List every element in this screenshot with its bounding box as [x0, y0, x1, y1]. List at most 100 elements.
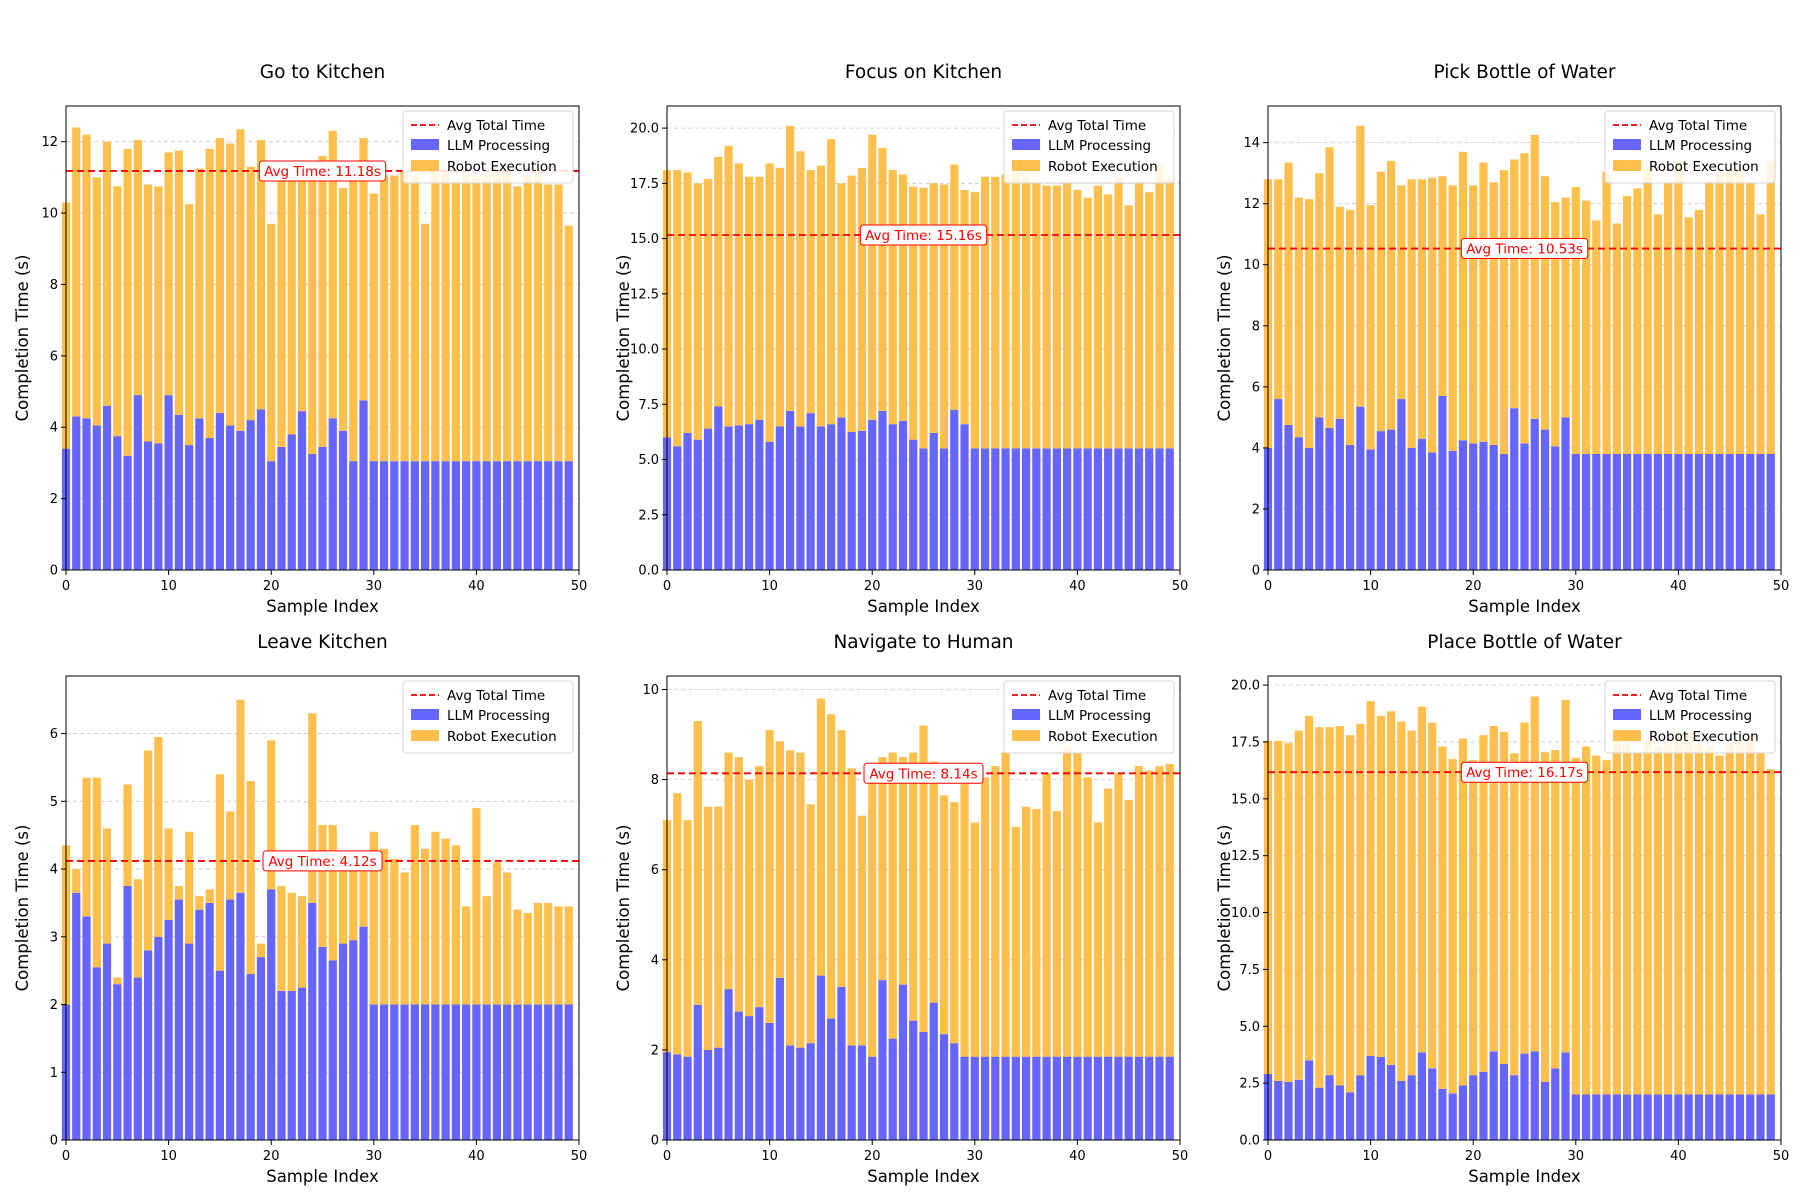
llm-bar [1458, 440, 1468, 570]
legend-frame [402, 680, 574, 754]
subplot-6: Avg Time: 16.17s 0 10 20 30 40 50 0.0 2.5 5.0 7.5 1… [1215, 632, 1789, 1186]
robot-bar [1315, 727, 1324, 1088]
robot-bar [256, 943, 266, 958]
llm-bar [939, 1034, 949, 1140]
x-tick-label: 10 [761, 579, 778, 594]
llm-bar [837, 986, 846, 1140]
x-tick-label: 20 [1465, 1149, 1482, 1164]
legend-robot-swatch [1613, 730, 1641, 741]
llm-bar [1335, 1085, 1344, 1140]
llm-bar [1489, 444, 1498, 570]
robot-bar [1387, 711, 1396, 1065]
robot-bar [796, 752, 805, 1048]
y-tick-label: 7.5 [638, 398, 659, 413]
llm-bar [816, 975, 826, 1140]
robot-bar [960, 784, 969, 1057]
llm-bar [980, 1056, 990, 1140]
robot-bar [400, 872, 409, 1005]
avg-annotation-box [863, 762, 984, 784]
llm-bar [1345, 1092, 1355, 1140]
robot-bar [554, 184, 563, 462]
robot-bar [564, 906, 573, 1005]
llm-bar [338, 943, 348, 1140]
robot-bar [1366, 701, 1375, 1056]
axes-frame [666, 105, 1181, 571]
llm-bar [564, 1004, 573, 1140]
llm-bar [1612, 454, 1621, 570]
chart-title: Pick Bottle of Water [1434, 62, 1616, 83]
robot-bar [1674, 732, 1683, 1095]
robot-bar [939, 795, 949, 1035]
llm-bar [133, 977, 142, 1140]
llm-bar [1155, 448, 1164, 570]
legend-frame [1003, 110, 1175, 184]
llm-bar [1345, 444, 1355, 570]
robot-bar [960, 189, 969, 425]
avg-annotation: Avg Time: 15.16s [865, 228, 982, 244]
llm-bar [960, 424, 969, 570]
robot-bar [1407, 730, 1416, 1076]
llm-bar [1274, 399, 1283, 570]
llm-bar [1294, 1079, 1303, 1140]
llm-bar [1581, 454, 1591, 570]
robot-bar [410, 175, 419, 462]
llm-bar [451, 461, 460, 570]
llm-bar [369, 1004, 378, 1140]
llm-bar [939, 448, 949, 570]
robot-bar [379, 175, 389, 462]
llm-bar [683, 1056, 692, 1140]
llm-bar [950, 1043, 959, 1140]
llm-bar [195, 909, 204, 1140]
robot-bar [1134, 766, 1144, 1057]
llm-bar [714, 1047, 723, 1140]
llm-bar [359, 400, 368, 570]
llm-bar [1325, 428, 1334, 570]
robot-bar [991, 766, 1000, 1057]
robot-bar [755, 176, 764, 420]
robot-bar [734, 757, 743, 1012]
robot-bar [113, 977, 122, 985]
robot-bar [1356, 125, 1365, 407]
llm-bar [441, 1004, 450, 1140]
llm-bar [898, 984, 908, 1140]
robot-bar [1602, 760, 1611, 1095]
avg-annotation: Avg Time: 10.53s [1466, 242, 1583, 258]
llm-bar [215, 412, 225, 570]
robot-bar [1428, 177, 1437, 453]
robot-bar [1001, 174, 1010, 449]
robot-bar [92, 177, 101, 426]
robot-bar [1438, 176, 1447, 396]
llm-bar [1530, 1051, 1539, 1140]
llm-bar [1042, 448, 1051, 570]
x-tick-label: 40 [1670, 579, 1687, 594]
llm-bar [441, 461, 450, 570]
llm-bar [1746, 1094, 1755, 1140]
robot-bar [1304, 715, 1314, 1061]
robot-bar [267, 223, 276, 462]
robot-bar [1622, 196, 1632, 455]
llm-bar [185, 943, 194, 1140]
robot-bar [827, 139, 836, 425]
llm-bar [482, 461, 491, 570]
robot-bar [693, 721, 702, 1005]
llm-bar [113, 984, 122, 1140]
llm-bar [950, 409, 959, 570]
llm-bar [1397, 1080, 1406, 1140]
llm-bar [1315, 417, 1324, 570]
robot-bar [816, 698, 826, 976]
llm-bar [1073, 1056, 1082, 1140]
llm-bar [544, 461, 553, 570]
llm-bar [673, 446, 682, 570]
llm-bar [1592, 454, 1601, 570]
llm-bar [1499, 454, 1509, 570]
robot-bar [1561, 197, 1570, 418]
legend-llm-swatch [1012, 139, 1040, 150]
llm-bar [1725, 1094, 1734, 1140]
llm-bar [492, 461, 502, 570]
llm-bar [308, 902, 317, 1140]
robot-bar [236, 699, 245, 893]
llm-bar [1756, 1094, 1765, 1140]
llm-bar [1510, 408, 1519, 570]
robot-bar [1104, 194, 1113, 449]
llm-bar [1011, 448, 1020, 570]
